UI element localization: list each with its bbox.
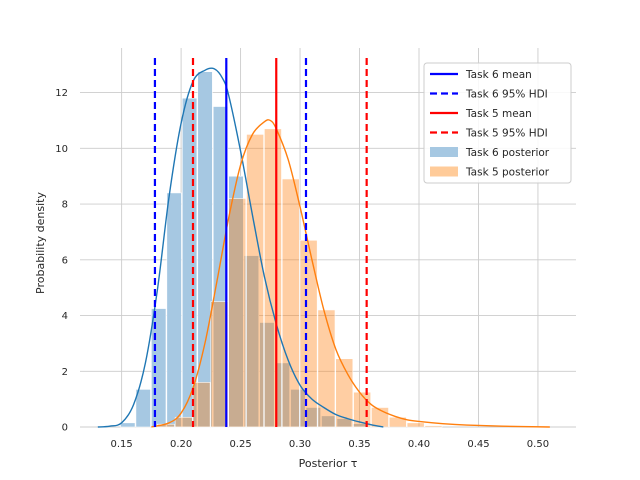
y-tick-label: 0 (62, 423, 68, 434)
legend: Task 6 mean Task 6 95% HDI Task 5 mean Task… (423, 62, 572, 184)
y-tick-label: 4 (62, 311, 68, 322)
x-tick-label: 0.40 (408, 439, 430, 450)
x-tick-label: 0.35 (348, 439, 370, 450)
x-tick-label: 0.25 (229, 439, 251, 450)
task5-histogram-bar (210, 301, 229, 428)
y-axis-label: Probability density (34, 192, 47, 294)
x-tick-label: 0.30 (289, 439, 311, 450)
task5-histogram-bar (317, 309, 336, 428)
y-tick-label: 6 (62, 255, 68, 266)
task6-histogram-bar (166, 192, 182, 428)
legend-label: Task 5 mean (465, 108, 532, 120)
legend-label: Task 5 posterior (465, 167, 550, 179)
task6-histogram-bar (135, 389, 151, 428)
legend-swatch-patch (430, 166, 458, 177)
task5-histogram-bar (228, 198, 247, 428)
task6-kde-curve (97, 67, 384, 428)
y-tick-labels: 0 2 4 6 8 10 12 (55, 88, 68, 433)
task5-histogram-bar (174, 416, 193, 428)
task5-histogram-bar (406, 422, 425, 428)
legend-label: Task 6 mean (465, 69, 532, 81)
legend-items: Task 6 mean Task 6 95% HDI Task 5 mean Task… (430, 69, 550, 179)
task6-histogram-bar (151, 308, 167, 428)
y-tick-label: 8 (62, 200, 68, 211)
reference-lines (153, 58, 368, 427)
task6-histogram-bar (181, 97, 198, 428)
x-tick-label: 0.45 (467, 439, 489, 450)
x-tick-labels: 0.15 0.20 0.25 0.30 0.35 0.40 0.45 0.50 (110, 439, 549, 450)
task5-histogram-bar (192, 382, 211, 428)
legend-label: Task 5 95% HDI (465, 128, 548, 140)
y-tick-label: 12 (55, 88, 68, 99)
x-tick-label: 0.50 (527, 439, 549, 450)
task5-histogram-bar (299, 239, 318, 428)
x-axis-label: Posterior τ (299, 457, 358, 470)
x-tick-label: 0.20 (170, 439, 192, 450)
task6-histogram-bar (120, 422, 136, 428)
task5-histogram-bar (264, 128, 282, 428)
legend-swatch-patch (430, 147, 458, 157)
x-tick-label: 0.15 (110, 439, 132, 450)
y-tick-label: 2 (62, 367, 68, 378)
y-tick-label: 10 (55, 144, 68, 155)
task6-histogram-bar (197, 71, 213, 428)
legend-frame (423, 62, 572, 184)
legend-label: Task 6 95% HDI (465, 89, 548, 101)
task5-histogram-bar (246, 134, 264, 428)
task5-histogram-bar (424, 425, 443, 428)
legend-label: Task 6 posterior (465, 147, 550, 159)
task5-histogram-bar (281, 178, 300, 428)
